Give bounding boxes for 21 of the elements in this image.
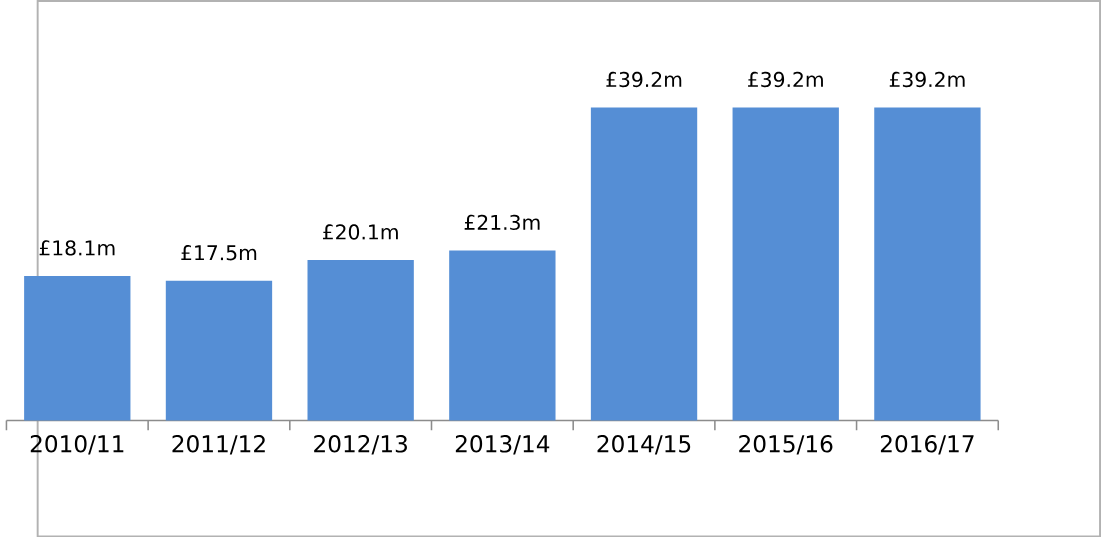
x-tick-label: 2016/17 — [880, 434, 974, 455]
x-tick-label: 2010/11 — [30, 434, 124, 455]
data-label: £20.1m — [322, 224, 398, 240]
data-label: £21.3m — [464, 214, 540, 230]
bar — [24, 275, 131, 421]
x-tick-label: 2011/12 — [172, 434, 265, 455]
bar — [307, 259, 414, 421]
data-label: £17.5m — [181, 244, 257, 261]
bar — [449, 250, 556, 421]
bar — [590, 107, 698, 421]
x-tick-label: 2013/14 — [455, 434, 550, 455]
x-tick-label: 2014/15 — [597, 434, 691, 455]
x-tick-label: 2015/16 — [739, 434, 833, 455]
bar — [165, 280, 273, 421]
data-label: £39.2m — [748, 71, 823, 87]
bar — [732, 107, 839, 421]
data-label: £39.2m — [889, 71, 965, 87]
x-tick-label: 2012/13 — [314, 434, 407, 455]
data-label: £39.2m — [606, 71, 682, 87]
bar — [874, 107, 981, 421]
data-label: £18.1m — [39, 240, 115, 256]
